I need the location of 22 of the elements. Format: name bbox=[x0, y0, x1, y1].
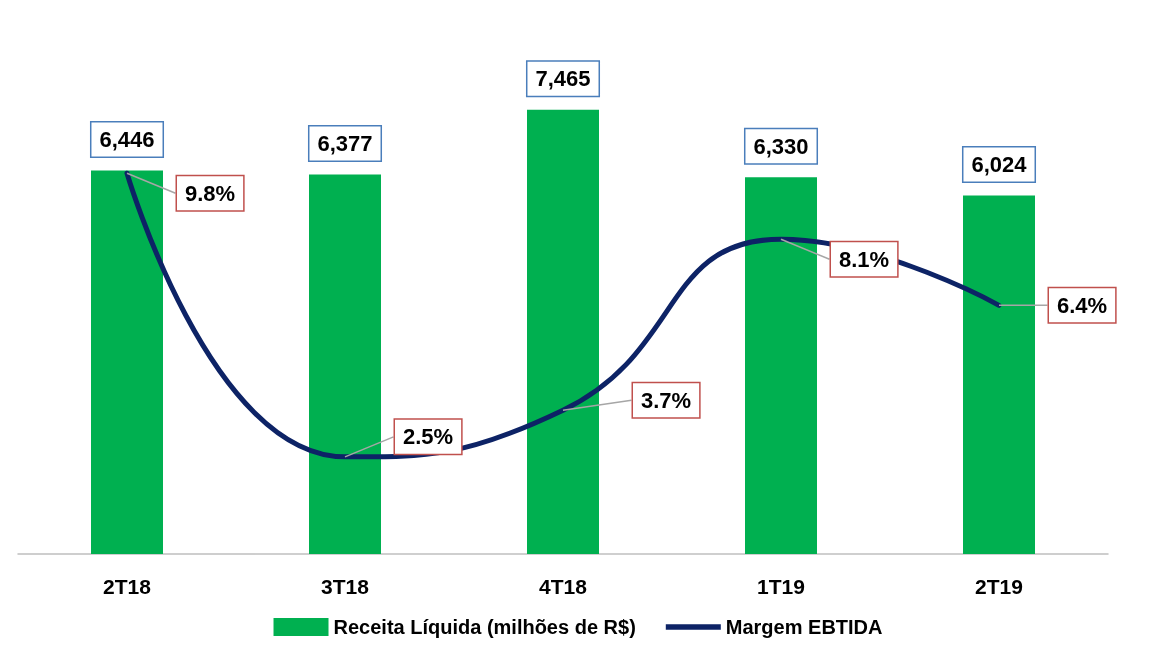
x-tick-label: 2T18 bbox=[103, 575, 152, 598]
x-tick-label: 1T19 bbox=[757, 575, 805, 598]
x-tick-label: 4T18 bbox=[539, 575, 588, 598]
legend-label: Receita Líquida (milhões de R$) bbox=[333, 616, 636, 638]
data-label: 6,446 bbox=[99, 126, 155, 152]
x-tick-label: 2T19 bbox=[975, 575, 1023, 598]
data-label: 8.1% bbox=[839, 246, 890, 272]
bar bbox=[527, 109, 599, 554]
data-label: 9.8% bbox=[185, 180, 236, 206]
data-label: 6,377 bbox=[317, 131, 373, 157]
data-label: 3.7% bbox=[641, 387, 692, 413]
bar bbox=[745, 177, 817, 554]
data-label: 2.5% bbox=[403, 424, 454, 450]
data-label: 6,024 bbox=[971, 152, 1028, 178]
bar bbox=[91, 170, 163, 554]
legend-label: Margem EBTIDA bbox=[725, 616, 883, 638]
data-label: 6,330 bbox=[753, 133, 809, 159]
x-tick-label: 3T18 bbox=[321, 575, 370, 598]
data-label: 6.4% bbox=[1057, 292, 1108, 318]
bar bbox=[309, 174, 381, 554]
bar bbox=[963, 195, 1035, 554]
data-label: 7,465 bbox=[535, 66, 591, 92]
